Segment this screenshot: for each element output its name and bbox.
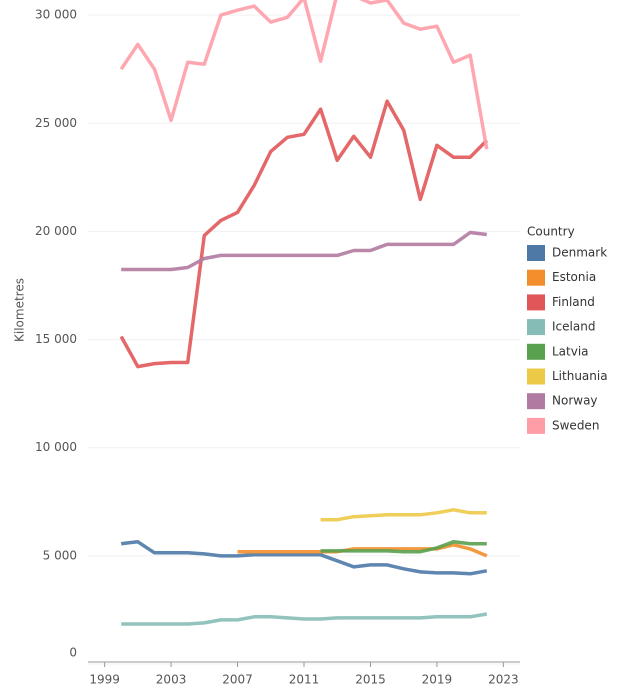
x-tick-label: 2023 — [488, 673, 519, 687]
legend-label: Latvia — [552, 344, 589, 358]
y-tick-label: 30 000 — [35, 8, 77, 22]
y-tick-label: 5 000 — [43, 548, 77, 562]
legend-swatch — [527, 343, 545, 360]
series-line — [320, 508, 487, 522]
legend-swatch — [527, 245, 545, 261]
series-line — [119, 0, 489, 150]
legend-swatch — [527, 269, 545, 286]
series-line — [121, 612, 488, 626]
legend-swatch — [527, 319, 545, 336]
legend-swatch — [527, 368, 545, 385]
legend-swatch — [527, 294, 545, 311]
legend-label: Estonia — [552, 270, 596, 284]
series-line — [237, 543, 488, 558]
legend-label: Finland — [552, 295, 595, 309]
legend-label: Sweden — [552, 418, 599, 432]
y-tick-label: 25 000 — [35, 116, 77, 130]
x-tick-label: 2011 — [289, 673, 320, 687]
legend-label: Norway — [552, 394, 598, 408]
legend-title: Country — [527, 225, 575, 239]
y-axis-label: Kilometres — [13, 278, 27, 342]
series-line — [320, 540, 487, 554]
y-tick-label: 20 000 — [35, 224, 77, 238]
x-tick-label: 2003 — [156, 673, 187, 687]
legend-swatch — [527, 417, 545, 434]
y-tick-label: 0 — [69, 646, 77, 660]
series-line — [121, 230, 488, 272]
legend-label: Denmark — [552, 246, 607, 260]
y-tick-label: 15 000 — [35, 332, 77, 346]
series-line — [121, 540, 488, 576]
x-tick-label: 2019 — [422, 673, 453, 687]
y-tick-label: 10 000 — [35, 440, 77, 454]
legend-label: Lithuania — [552, 369, 608, 383]
x-tick-label: 2007 — [222, 673, 253, 687]
x-tick-label: 2015 — [355, 673, 386, 687]
series-line — [119, 99, 489, 369]
legend-swatch — [527, 393, 545, 410]
x-tick-label: 1999 — [89, 673, 120, 687]
legend-label: Iceland — [552, 320, 595, 334]
